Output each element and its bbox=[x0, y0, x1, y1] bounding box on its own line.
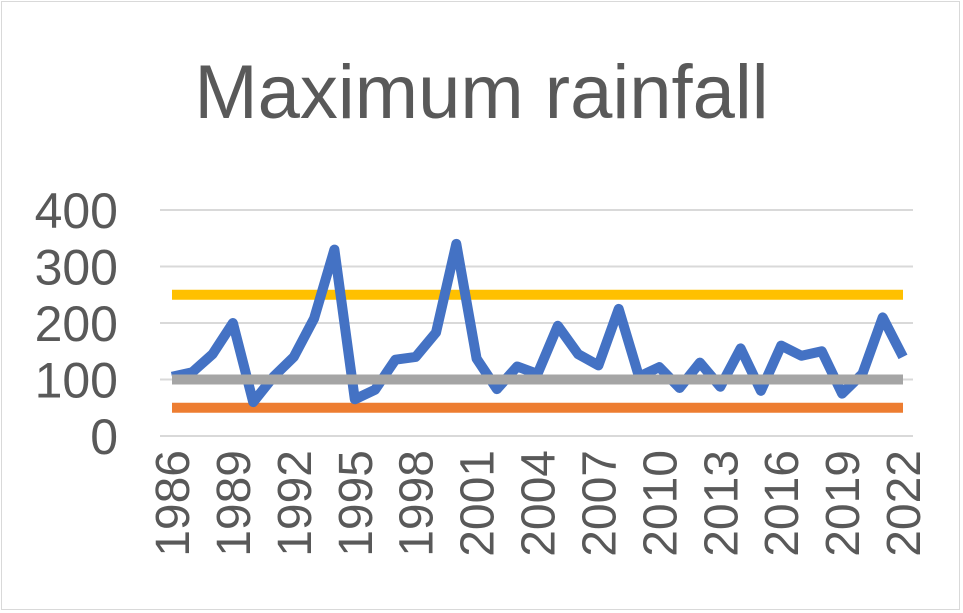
gridlines bbox=[160, 209, 913, 437]
x-tick-label: 2010 bbox=[634, 450, 687, 557]
x-axis-ticks: 1986 1989 1992 1995 1998 2001 2004 2007 2010 2013… bbox=[147, 450, 931, 557]
y-tick-label: 200 bbox=[35, 296, 118, 352]
x-tick-label: 1989 bbox=[208, 450, 261, 557]
x-tick-label: 1992 bbox=[269, 450, 322, 557]
x-tick-label: 1998 bbox=[391, 450, 444, 557]
x-tick-label: 2019 bbox=[817, 450, 870, 557]
x-tick-label: 1995 bbox=[330, 450, 383, 557]
x-tick-label: 2013 bbox=[695, 450, 748, 557]
series-lines bbox=[170, 238, 908, 413]
x-tick-label: 2001 bbox=[452, 450, 505, 557]
x-tick-label: 1986 bbox=[147, 450, 200, 557]
chart-title: Maximum rainfall bbox=[194, 50, 769, 135]
x-tick-label: 2007 bbox=[573, 450, 626, 557]
y-tick-label: 400 bbox=[35, 183, 118, 239]
y-tick-label: 300 bbox=[35, 240, 118, 296]
x-tick-label: 2004 bbox=[513, 450, 566, 557]
x-tick-label: 2016 bbox=[756, 450, 809, 557]
y-tick-label: 0 bbox=[90, 409, 118, 465]
series-line-0 bbox=[170, 238, 908, 408]
y-tick-label: 100 bbox=[35, 353, 118, 409]
x-tick-label: 2022 bbox=[878, 450, 931, 557]
